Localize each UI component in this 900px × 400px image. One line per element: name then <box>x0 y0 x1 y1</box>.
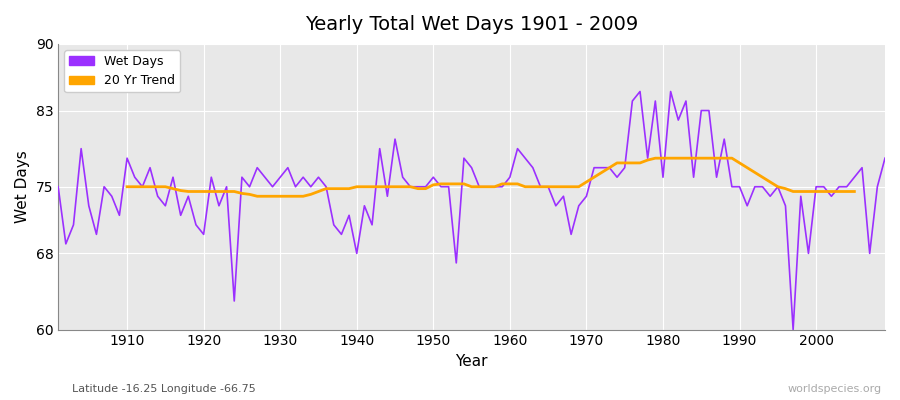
20 Yr Trend <box>650 156 661 160</box>
20 Yr Trend <box>221 189 232 194</box>
20 Yr Trend <box>443 182 454 186</box>
20 Yr Trend <box>122 184 132 189</box>
Legend: Wet Days, 20 Yr Trend: Wet Days, 20 Yr Trend <box>65 50 180 92</box>
20 Yr Trend <box>803 189 814 194</box>
Wet Days <box>879 156 890 160</box>
20 Yr Trend <box>520 184 531 189</box>
Text: Latitude -16.25 Longitude -66.75: Latitude -16.25 Longitude -66.75 <box>72 384 256 394</box>
Wet Days <box>597 165 608 170</box>
Line: 20 Yr Trend: 20 Yr Trend <box>127 158 854 196</box>
Wet Days <box>114 213 125 218</box>
Line: Wet Days: Wet Days <box>58 92 885 330</box>
20 Yr Trend <box>497 182 508 186</box>
Wet Days <box>788 327 798 332</box>
Wet Days <box>497 184 508 189</box>
X-axis label: Year: Year <box>455 354 488 369</box>
Y-axis label: Wet Days: Wet Days <box>15 150 30 223</box>
20 Yr Trend <box>849 189 859 194</box>
Wet Days <box>283 165 293 170</box>
20 Yr Trend <box>336 186 346 191</box>
20 Yr Trend <box>252 194 263 199</box>
Wet Days <box>53 184 64 189</box>
Wet Days <box>328 222 339 227</box>
Title: Yearly Total Wet Days 1901 - 2009: Yearly Total Wet Days 1901 - 2009 <box>305 15 638 34</box>
Text: worldspecies.org: worldspecies.org <box>788 384 882 394</box>
Wet Days <box>634 89 645 94</box>
Wet Days <box>505 175 516 180</box>
